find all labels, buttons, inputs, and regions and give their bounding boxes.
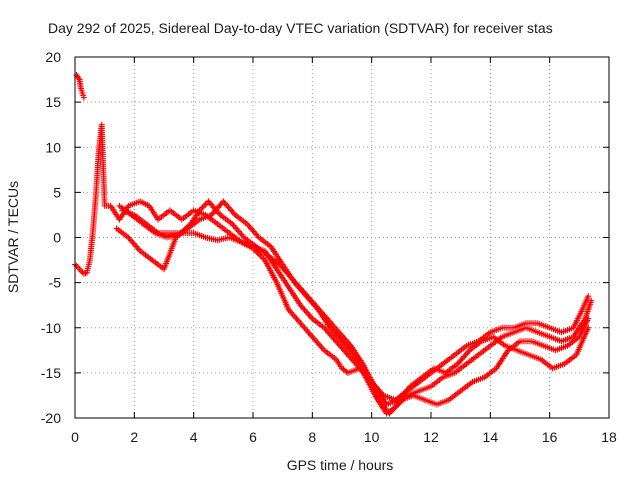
x-tick-label: 2 xyxy=(130,429,138,445)
data-point xyxy=(201,202,208,209)
data-point xyxy=(588,297,595,304)
y-tick-label: 15 xyxy=(45,94,61,110)
series-track-a xyxy=(72,121,595,417)
x-tick-label: 10 xyxy=(364,429,380,445)
data-point xyxy=(73,262,80,269)
x-axis-label: GPS time / hours xyxy=(287,457,394,473)
data-point xyxy=(202,201,209,208)
chart-title: Day 292 of 2025, Sidereal Day-to-day VTE… xyxy=(48,20,553,36)
x-tick-label: 6 xyxy=(249,429,257,445)
y-tick-label: -20 xyxy=(41,410,61,426)
grid-lines xyxy=(75,57,609,418)
x-tick-label: 0 xyxy=(71,429,79,445)
plot-frame xyxy=(74,56,610,419)
x-tick-label: 16 xyxy=(542,429,558,445)
y-tick-label: 0 xyxy=(53,230,61,246)
x-tick-label: 18 xyxy=(601,429,617,445)
x-tick-label: 4 xyxy=(190,429,198,445)
y-tick-label: -10 xyxy=(41,320,61,336)
y-tick-label: -15 xyxy=(41,365,61,381)
series-track-c xyxy=(113,198,592,417)
y-tick-label: 10 xyxy=(45,139,61,155)
axis-ticks: 0 2 4 6 8 10 12 14 16 18 -20 -15 -10 -5 0 5 10 15 20 xyxy=(41,49,617,445)
y-tick-label: 5 xyxy=(53,184,61,200)
y-axis-label: SDTVAR / TECUs xyxy=(5,181,21,293)
x-tick-label: 8 xyxy=(308,429,316,445)
data-point xyxy=(199,204,206,211)
y-tick-label: -5 xyxy=(49,275,62,291)
series-track-d xyxy=(119,207,592,403)
data-point xyxy=(585,293,592,300)
x-tick-label: 14 xyxy=(483,429,499,445)
data-point xyxy=(585,315,592,322)
data-point xyxy=(80,94,87,101)
x-tick-label: 12 xyxy=(423,429,439,445)
data-markers xyxy=(72,72,595,417)
y-tick-label: 20 xyxy=(45,49,61,65)
